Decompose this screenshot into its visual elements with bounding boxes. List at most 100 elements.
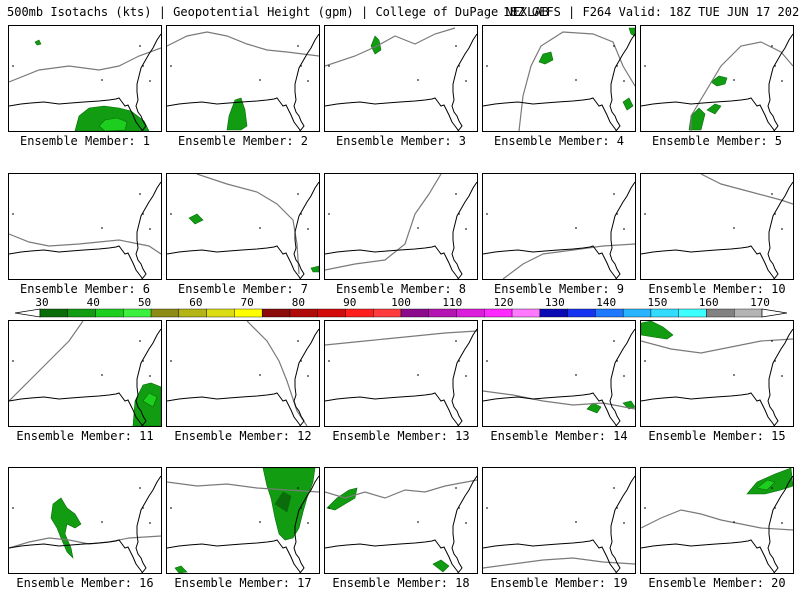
- ensemble-member-map: [482, 25, 636, 132]
- coastline: [483, 245, 617, 279]
- isotach-shading: [226, 97, 248, 131]
- ensemble-member-map: [8, 467, 162, 574]
- map-canvas: [9, 321, 161, 426]
- colorbar-swatch: [539, 308, 568, 318]
- height-contour: [325, 330, 477, 346]
- member-caption: Ensemble Member: 12: [174, 429, 312, 443]
- isotach-shading: [706, 103, 722, 115]
- colorbar-swatch: [456, 308, 485, 318]
- colorbar-swatch: [484, 308, 513, 318]
- coastline: [167, 245, 301, 279]
- map-canvas: [641, 468, 793, 573]
- height-contour: [325, 174, 442, 271]
- isotach-shading: [432, 559, 450, 573]
- ensemble-member-map: [640, 25, 794, 132]
- colorbar-tick-label: 70: [241, 296, 254, 309]
- coastline: [641, 539, 775, 573]
- map-canvas: [483, 181, 635, 279]
- isotach-shading: [622, 97, 634, 111]
- member-caption: Ensemble Member: 3: [335, 134, 467, 148]
- coastline: [641, 245, 775, 279]
- ensemble-member-map: [640, 467, 794, 574]
- colorbar-tick-label: 80: [292, 296, 305, 309]
- member-caption: Ensemble Member: 1: [19, 134, 151, 148]
- ensemble-member-map: [482, 320, 636, 427]
- colorbar-arrow-right: [761, 308, 787, 318]
- member-caption: Ensemble Member: 6: [19, 282, 151, 296]
- coastline: [483, 539, 617, 573]
- map-canvas: [483, 27, 635, 131]
- height-contour: [196, 174, 300, 275]
- colorbar-arrow-left: [15, 308, 41, 318]
- height-contour: [483, 557, 635, 569]
- isotach-shading: [132, 382, 161, 426]
- coastline: [167, 539, 301, 573]
- isotach-shading: [538, 51, 554, 65]
- map-canvas: [325, 328, 477, 426]
- coastline: [325, 539, 459, 573]
- coastline: [293, 181, 319, 279]
- coastline: [135, 475, 161, 573]
- ensemble-member-map: [640, 173, 794, 280]
- member-caption: Ensemble Member: 7: [177, 282, 309, 296]
- member-caption: Ensemble Member: 17: [174, 576, 312, 590]
- coastline: [451, 181, 477, 279]
- colorbar-tick-label: 170: [750, 296, 770, 309]
- coastline: [9, 97, 143, 131]
- coastline: [167, 97, 301, 131]
- isotach-shading: [710, 75, 728, 87]
- colorbar-swatch: [650, 308, 679, 318]
- coastline: [641, 97, 775, 131]
- height-contour: [325, 479, 477, 499]
- isotach-shading: [274, 491, 292, 513]
- coastline: [609, 181, 635, 279]
- height-contour: [690, 41, 793, 131]
- coastline: [325, 245, 459, 279]
- colorbar-tick-label: 110: [442, 296, 462, 309]
- colorbar-tick-label: 100: [391, 296, 411, 309]
- member-caption: Ensemble Member: 16: [16, 576, 154, 590]
- ensemble-member-map: [482, 173, 636, 280]
- member-caption: Ensemble Member: 20: [648, 576, 786, 590]
- coastline: [293, 328, 319, 426]
- height-contour: [325, 27, 456, 67]
- coastline: [325, 97, 459, 131]
- colorbar-swatch: [95, 308, 124, 318]
- coastline: [641, 392, 775, 426]
- ensemble-member-map: [324, 320, 478, 427]
- colorbar-tick-label: 140: [596, 296, 616, 309]
- ensemble-member-map: [324, 25, 478, 132]
- colorbar-swatch: [317, 308, 346, 318]
- map-canvas: [167, 174, 319, 279]
- map-canvas: [9, 33, 161, 131]
- height-contour: [483, 390, 635, 410]
- ensemble-member-map: [324, 173, 478, 280]
- member-caption: Ensemble Member: 9: [493, 282, 625, 296]
- isotach-colorbar: 30 40 50 60 70 80 90 100 110 120 130 140 150 160 170: [15, 296, 787, 318]
- ensemble-member-map: [8, 320, 162, 427]
- isotach-shading: [142, 392, 158, 408]
- colorbar-swatch: [622, 308, 652, 318]
- isotach-shading: [586, 402, 602, 414]
- coastline: [767, 33, 793, 131]
- height-contour: [9, 47, 161, 83]
- map-canvas: [483, 328, 635, 426]
- colorbar-swatch: [511, 308, 541, 318]
- height-contour: [9, 321, 84, 402]
- member-caption: Ensemble Member: 15: [648, 429, 786, 443]
- coastline: [483, 392, 617, 426]
- ensemble-member-map: [166, 320, 320, 427]
- height-contour: [641, 509, 793, 531]
- colorbar-swatch: [400, 308, 429, 318]
- height-contour: [502, 243, 635, 279]
- colorbar-swatch: [150, 308, 180, 318]
- colorbar-swatch: [178, 308, 207, 318]
- height-contour: [700, 174, 793, 205]
- height-contour: [246, 321, 308, 426]
- member-caption: Ensemble Member: 11: [16, 429, 154, 443]
- ensemble-member-map: [482, 467, 636, 574]
- colorbar-tick-label: 30: [35, 296, 48, 309]
- member-caption: Ensemble Member: 5: [651, 134, 783, 148]
- ensemble-member-map: [640, 320, 794, 427]
- map-canvas: [641, 33, 793, 131]
